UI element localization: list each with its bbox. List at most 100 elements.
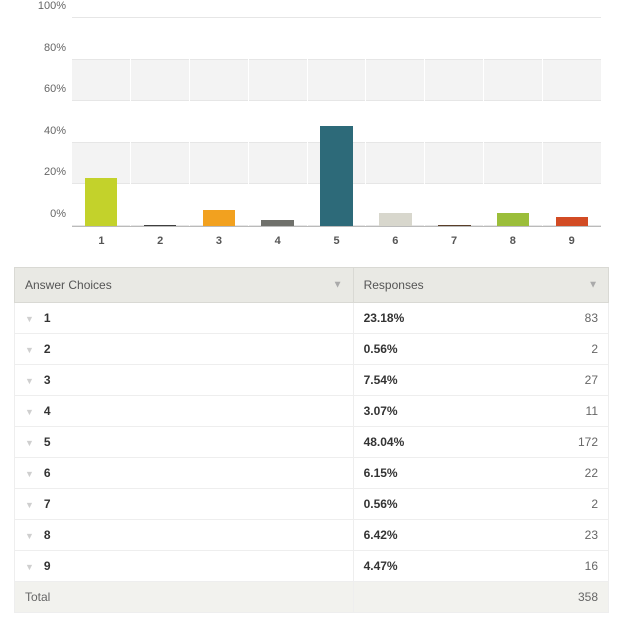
caret-down-icon: ▼ — [25, 469, 34, 479]
chart-x-labels: 123456789 — [72, 231, 601, 249]
table-row[interactable]: ▼123.18%83 — [15, 303, 609, 334]
caret-down-icon: ▼ — [25, 407, 34, 417]
chart-x-label: 2 — [131, 231, 190, 249]
chart-bar — [203, 210, 235, 226]
results-table: Answer Choices ▼ Responses ▼ ▼123.18%83▼… — [14, 267, 609, 613]
cell-responses: 7.54%27 — [353, 365, 608, 396]
cell-answer: ▼6 — [15, 458, 354, 489]
chart-bar — [320, 126, 352, 226]
response-count: 16 — [585, 559, 598, 573]
chart-bar — [438, 225, 470, 226]
cell-responses: 3.07% 11 — [353, 396, 608, 427]
caret-down-icon: ▼ — [25, 314, 34, 324]
chart-bars — [72, 18, 601, 226]
cell-answer: ▼8 — [15, 520, 354, 551]
cell-responses: 23.18% 83 — [353, 303, 608, 334]
answer-label: 5 — [44, 435, 51, 449]
cell-responses: 0.56% 2 — [353, 334, 608, 365]
response-count: 22 — [585, 466, 598, 480]
chart-bar — [261, 220, 293, 226]
chart-y-label: 100% — [32, 0, 66, 12]
caret-down-icon: ▼ — [25, 500, 34, 510]
cell-answer: ▼1 — [15, 303, 354, 334]
table-row[interactable]: ▼86.42%23 — [15, 520, 609, 551]
response-count: 11 — [586, 404, 598, 418]
cell-answer: ▼3 — [15, 365, 354, 396]
answer-label: 9 — [44, 559, 51, 573]
caret-down-icon: ▼ — [25, 345, 34, 355]
chart-bar — [556, 217, 588, 226]
chart-bar-slot — [366, 18, 425, 226]
cell-responses: 6.42% 23 — [353, 520, 608, 551]
table-row[interactable]: ▼548.04%172 — [15, 427, 609, 458]
answer-label: 1 — [44, 311, 51, 325]
header-responses[interactable]: Responses ▼ — [353, 268, 608, 303]
chart-bar — [497, 213, 529, 226]
chart-x-label: 1 — [72, 231, 131, 249]
header-answer-choices[interactable]: Answer Choices ▼ — [15, 268, 354, 303]
cell-answer: ▼7 — [15, 489, 354, 520]
chart-bar — [85, 178, 117, 226]
cell-responses: 4.47% 16 — [353, 551, 608, 582]
response-count: 23 — [585, 528, 598, 542]
bar-chart: 0%20%40%60%80%100% 123456789 — [14, 14, 609, 249]
cell-responses: 0.56%2 — [353, 489, 608, 520]
response-percent: 23.18% — [364, 311, 405, 325]
caret-down-icon: ▼ — [333, 280, 343, 291]
chart-y-label: 0% — [32, 208, 66, 220]
caret-down-icon: ▼ — [25, 376, 34, 386]
chart-x-label: 3 — [190, 231, 249, 249]
response-percent: 0.56% — [364, 497, 398, 511]
chart-bar-slot — [484, 18, 543, 226]
answer-label: 4 — [44, 404, 51, 418]
chart-bar-slot — [425, 18, 484, 226]
chart-bar-slot — [308, 18, 367, 226]
response-count: 83 — [585, 311, 598, 325]
answer-label: 2 — [44, 342, 51, 356]
chart-bar-slot — [543, 18, 601, 226]
table-row[interactable]: ▼ 2 0.56% 2 — [15, 334, 609, 365]
response-percent: 6.15% — [364, 466, 398, 480]
response-percent: 6.42% — [364, 528, 398, 542]
answer-label: 6 — [44, 466, 51, 480]
table-row[interactable]: ▼ 9 4.47% 16 — [15, 551, 609, 582]
cell-responses: 48.04% 172 — [353, 427, 608, 458]
answer-label: 7 — [44, 497, 51, 511]
caret-down-icon: ▼ — [588, 280, 598, 291]
table-row[interactable]: ▼66.15%22 — [15, 458, 609, 489]
response-percent: 48.04% — [364, 435, 405, 449]
table-total-row: Total 358 — [15, 582, 609, 613]
response-percent: 3.07% — [364, 404, 398, 418]
caret-down-icon: ▼ — [25, 438, 34, 448]
chart-bar — [144, 225, 176, 226]
chart-plot: 0%20%40%60%80%100% — [72, 18, 601, 227]
cell-answer: ▼4 — [15, 396, 354, 427]
chart-bar-slot — [131, 18, 190, 226]
answer-label: 8 — [44, 528, 51, 542]
table-row[interactable]: ▼37.54%27 — [15, 365, 609, 396]
chart-x-label: 5 — [307, 231, 366, 249]
response-count: 27 — [585, 373, 598, 387]
header-answer-label: Answer Choices — [25, 278, 112, 292]
chart-y-label: 40% — [32, 125, 66, 137]
chart-x-label: 8 — [483, 231, 542, 249]
chart-y-label: 60% — [32, 83, 66, 95]
caret-down-icon: ▼ — [25, 562, 34, 572]
total-label: Total — [15, 582, 354, 613]
response-count: 172 — [578, 435, 598, 449]
chart-x-label: 4 — [248, 231, 307, 249]
total-count-cell: 358 — [353, 582, 608, 613]
table-row[interactable]: ▼70.56%2 — [15, 489, 609, 520]
chart-y-label: 20% — [32, 166, 66, 178]
caret-down-icon: ▼ — [25, 531, 34, 541]
chart-x-label: 6 — [366, 231, 425, 249]
chart-x-label: 7 — [425, 231, 484, 249]
total-count: 358 — [578, 590, 598, 604]
chart-bar — [379, 213, 411, 226]
answer-label: 3 — [44, 373, 51, 387]
cell-answer: ▼5 — [15, 427, 354, 458]
table-row[interactable]: ▼43.07%11 — [15, 396, 609, 427]
response-count: 2 — [591, 342, 598, 356]
response-percent: 4.47% — [364, 559, 398, 573]
response-percent: 0.56% — [364, 342, 398, 356]
